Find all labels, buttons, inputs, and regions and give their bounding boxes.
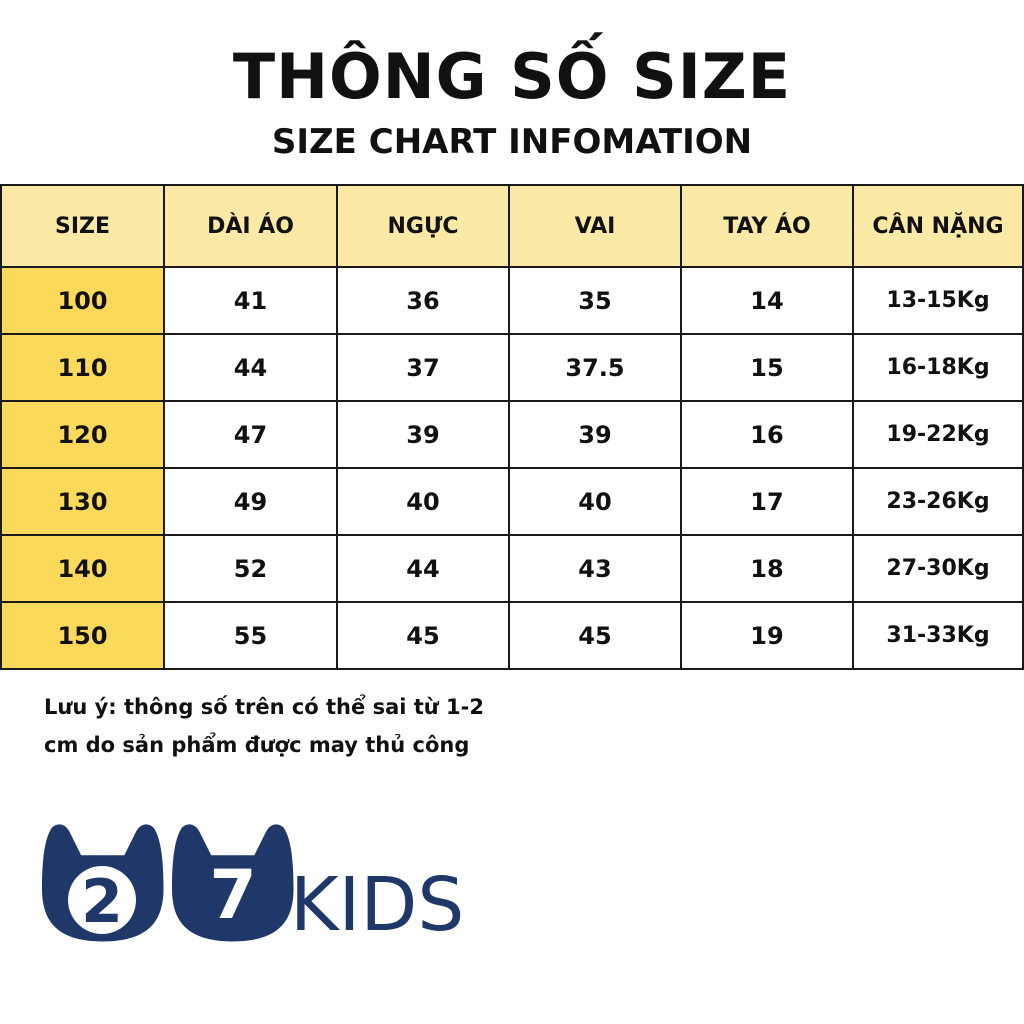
length-cell: 49	[163, 467, 338, 536]
column-header-size: SIZE	[0, 184, 165, 268]
sleeve-cell: 18	[680, 534, 854, 603]
table-row: 110 44 37 37.5 15 16-18Kg	[0, 333, 1024, 402]
column-header-weight: CÂN NẶNG	[852, 184, 1024, 268]
chest-cell: 37	[336, 333, 510, 402]
size-chart-table: SIZE DÀI ÁO NGỰC VAI TAY ÁO CÂN NẶNG 100…	[0, 184, 1024, 670]
shoulder-cell: 43	[508, 534, 682, 603]
page-subtitle: SIZE CHART INFOMATION	[271, 122, 753, 162]
note-text: Lưu ý: thông số trên có thể sai từ 1-2 c…	[44, 688, 514, 764]
weight-cell: 31-33Kg	[852, 601, 1024, 670]
chest-cell: 39	[336, 400, 510, 469]
note-line-1: Lưu ý: thông số trên có thể sai từ 1-2	[44, 695, 484, 719]
table-header-row: SIZE DÀI ÁO NGỰC VAI TAY ÁO CÂN NẶNG	[0, 184, 1024, 268]
sleeve-cell: 15	[680, 333, 854, 402]
page-title: THÔNG SỐ SIZE	[232, 40, 792, 113]
weight-cell: 16-18Kg	[852, 333, 1024, 402]
chest-cell: 36	[336, 266, 510, 335]
shoulder-cell: 39	[508, 400, 682, 469]
table-row: 150 55 45 45 19 31-33Kg	[0, 601, 1024, 670]
shoulder-cell: 40	[508, 467, 682, 536]
table-row: 140 52 44 43 18 27-30Kg	[0, 534, 1024, 603]
sleeve-cell: 17	[680, 467, 854, 536]
shoulder-cell: 35	[508, 266, 682, 335]
digit-badge-bg	[68, 866, 136, 934]
table-row: 130 49 40 40 17 23-26Kg	[0, 467, 1024, 536]
sleeve-cell: 16	[680, 400, 854, 469]
chest-cell: 44	[336, 534, 510, 603]
table-row: 120 47 39 39 16 19-22Kg	[0, 400, 1024, 469]
chest-cell: 45	[336, 601, 510, 670]
size-cell: 130	[0, 467, 165, 536]
size-cell: 140	[0, 534, 165, 603]
brand-logo: 2 7 KIDS	[40, 814, 500, 954]
note-line-2: cm do sản phẩm được may thủ công	[44, 733, 470, 757]
table-row: 100 41 36 35 14 13-15Kg	[0, 266, 1024, 335]
length-cell: 41	[163, 266, 338, 335]
weight-cell: 19-22Kg	[852, 400, 1024, 469]
shoulder-cell: 37.5	[508, 333, 682, 402]
weight-cell: 23-26Kg	[852, 467, 1024, 536]
logo-digit-2: 7	[209, 856, 256, 935]
logo-wordmark: KIDS	[290, 862, 464, 948]
column-header-length: DÀI ÁO	[163, 184, 338, 268]
chest-cell: 40	[336, 467, 510, 536]
size-cell: 110	[0, 333, 165, 402]
length-cell: 55	[163, 601, 338, 670]
size-cell: 100	[0, 266, 165, 335]
sleeve-cell: 19	[680, 601, 854, 670]
brand-logo-svg: 2 7 KIDS	[42, 824, 464, 948]
size-cell: 150	[0, 601, 165, 670]
length-cell: 52	[163, 534, 338, 603]
column-header-sleeve: TAY ÁO	[680, 184, 854, 268]
length-cell: 44	[163, 333, 338, 402]
sleeve-cell: 14	[680, 266, 854, 335]
weight-cell: 13-15Kg	[852, 266, 1024, 335]
logo-digit-1: 2	[81, 867, 123, 937]
bunny-head-logo-icon	[172, 824, 294, 942]
column-header-shoulder: VAI	[508, 184, 682, 268]
size-cell: 120	[0, 400, 165, 469]
shoulder-cell: 45	[508, 601, 682, 670]
column-header-chest: NGỰC	[336, 184, 510, 268]
weight-cell: 27-30Kg	[852, 534, 1024, 603]
length-cell: 47	[163, 400, 338, 469]
